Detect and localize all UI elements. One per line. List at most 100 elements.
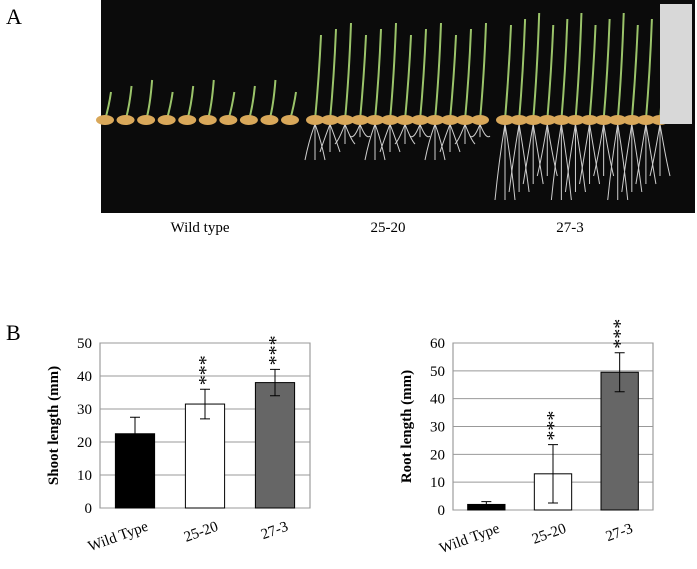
seed bbox=[426, 115, 444, 125]
root bbox=[409, 123, 421, 138]
shoot bbox=[602, 18, 611, 121]
y-tick-label: 30 bbox=[77, 402, 92, 418]
root bbox=[319, 123, 331, 153]
photo-caption: 27-3 bbox=[556, 220, 584, 236]
seed bbox=[381, 115, 399, 125]
seed bbox=[178, 115, 197, 125]
root bbox=[394, 123, 406, 145]
x-tick-label: Wild Type bbox=[86, 519, 151, 556]
root bbox=[579, 123, 591, 185]
seed bbox=[219, 115, 238, 125]
root bbox=[329, 123, 341, 153]
shoot bbox=[560, 18, 569, 121]
seed bbox=[566, 115, 585, 125]
shoot bbox=[504, 24, 512, 121]
x-tick-label: 27-3 bbox=[604, 521, 635, 545]
root bbox=[518, 123, 530, 193]
root bbox=[359, 123, 371, 138]
seed bbox=[510, 115, 529, 125]
root bbox=[389, 123, 401, 153]
photo-caption: Wild type bbox=[171, 220, 230, 236]
root bbox=[564, 123, 576, 193]
shoot bbox=[532, 12, 541, 121]
error-bar bbox=[614, 352, 625, 393]
seed bbox=[580, 115, 599, 125]
root bbox=[379, 123, 391, 153]
seed bbox=[137, 115, 156, 125]
error-bar bbox=[270, 368, 280, 397]
root bbox=[635, 123, 647, 185]
shoot bbox=[314, 34, 322, 121]
x-tick-label: 27-3 bbox=[259, 519, 290, 543]
y-axis-title: Shoot length (mm) bbox=[46, 366, 62, 485]
seed bbox=[281, 115, 299, 125]
y-tick-label: 10 bbox=[77, 468, 92, 484]
shoot bbox=[359, 34, 367, 121]
root bbox=[645, 123, 657, 185]
seed bbox=[471, 115, 489, 125]
bar bbox=[184, 403, 226, 509]
root bbox=[593, 123, 605, 177]
root bbox=[536, 123, 548, 177]
seed bbox=[239, 115, 258, 125]
significance: *** bbox=[195, 355, 217, 385]
significance: *** bbox=[610, 319, 632, 349]
y-tick-label: 40 bbox=[430, 392, 445, 408]
seed bbox=[306, 115, 324, 125]
x-tick-label: 25-20 bbox=[530, 521, 568, 548]
shoot bbox=[588, 24, 597, 121]
seed bbox=[396, 115, 414, 125]
panel-label: B bbox=[6, 320, 21, 345]
shoot bbox=[616, 12, 625, 121]
seed bbox=[441, 115, 459, 125]
root bbox=[546, 123, 558, 177]
seed bbox=[411, 115, 429, 125]
root bbox=[508, 123, 520, 193]
root bbox=[574, 123, 586, 193]
seed bbox=[622, 115, 641, 125]
root bbox=[504, 123, 516, 201]
error-bar bbox=[130, 416, 140, 451]
seed bbox=[608, 115, 627, 125]
error-bar bbox=[548, 444, 558, 504]
seed bbox=[366, 115, 384, 125]
y-tick-label: 60 bbox=[430, 336, 445, 352]
root bbox=[349, 123, 361, 138]
shoot bbox=[389, 22, 397, 121]
seed bbox=[96, 115, 114, 125]
seed bbox=[157, 115, 176, 125]
seed bbox=[552, 115, 571, 125]
root bbox=[364, 123, 376, 161]
shoot bbox=[479, 22, 487, 121]
shoot bbox=[518, 18, 527, 121]
y-tick-label: 40 bbox=[77, 369, 92, 385]
root bbox=[304, 123, 316, 161]
y-axis-title: Root length (mm) bbox=[399, 370, 415, 483]
panel-label: A bbox=[6, 4, 22, 29]
root bbox=[522, 123, 534, 185]
seedlings bbox=[96, 12, 671, 201]
root bbox=[631, 123, 643, 193]
root bbox=[449, 123, 461, 153]
seed bbox=[198, 115, 217, 125]
y-tick-label: 30 bbox=[430, 420, 445, 436]
root bbox=[374, 123, 386, 161]
root bbox=[419, 123, 431, 138]
shoot bbox=[630, 24, 639, 121]
seed bbox=[321, 115, 339, 125]
root bbox=[532, 123, 544, 185]
shoot bbox=[464, 28, 472, 121]
significance: *** bbox=[543, 411, 565, 441]
x-tick-label: Wild Type bbox=[437, 521, 502, 558]
shoot bbox=[644, 18, 653, 121]
shoot bbox=[329, 28, 337, 121]
y-tick-label: 50 bbox=[430, 364, 445, 380]
y-tick-label: 50 bbox=[77, 336, 92, 352]
seed bbox=[336, 115, 354, 125]
shoot bbox=[374, 28, 382, 121]
shoot bbox=[404, 34, 412, 121]
shoot bbox=[574, 12, 583, 121]
seed bbox=[524, 115, 543, 125]
ruler bbox=[660, 4, 692, 124]
